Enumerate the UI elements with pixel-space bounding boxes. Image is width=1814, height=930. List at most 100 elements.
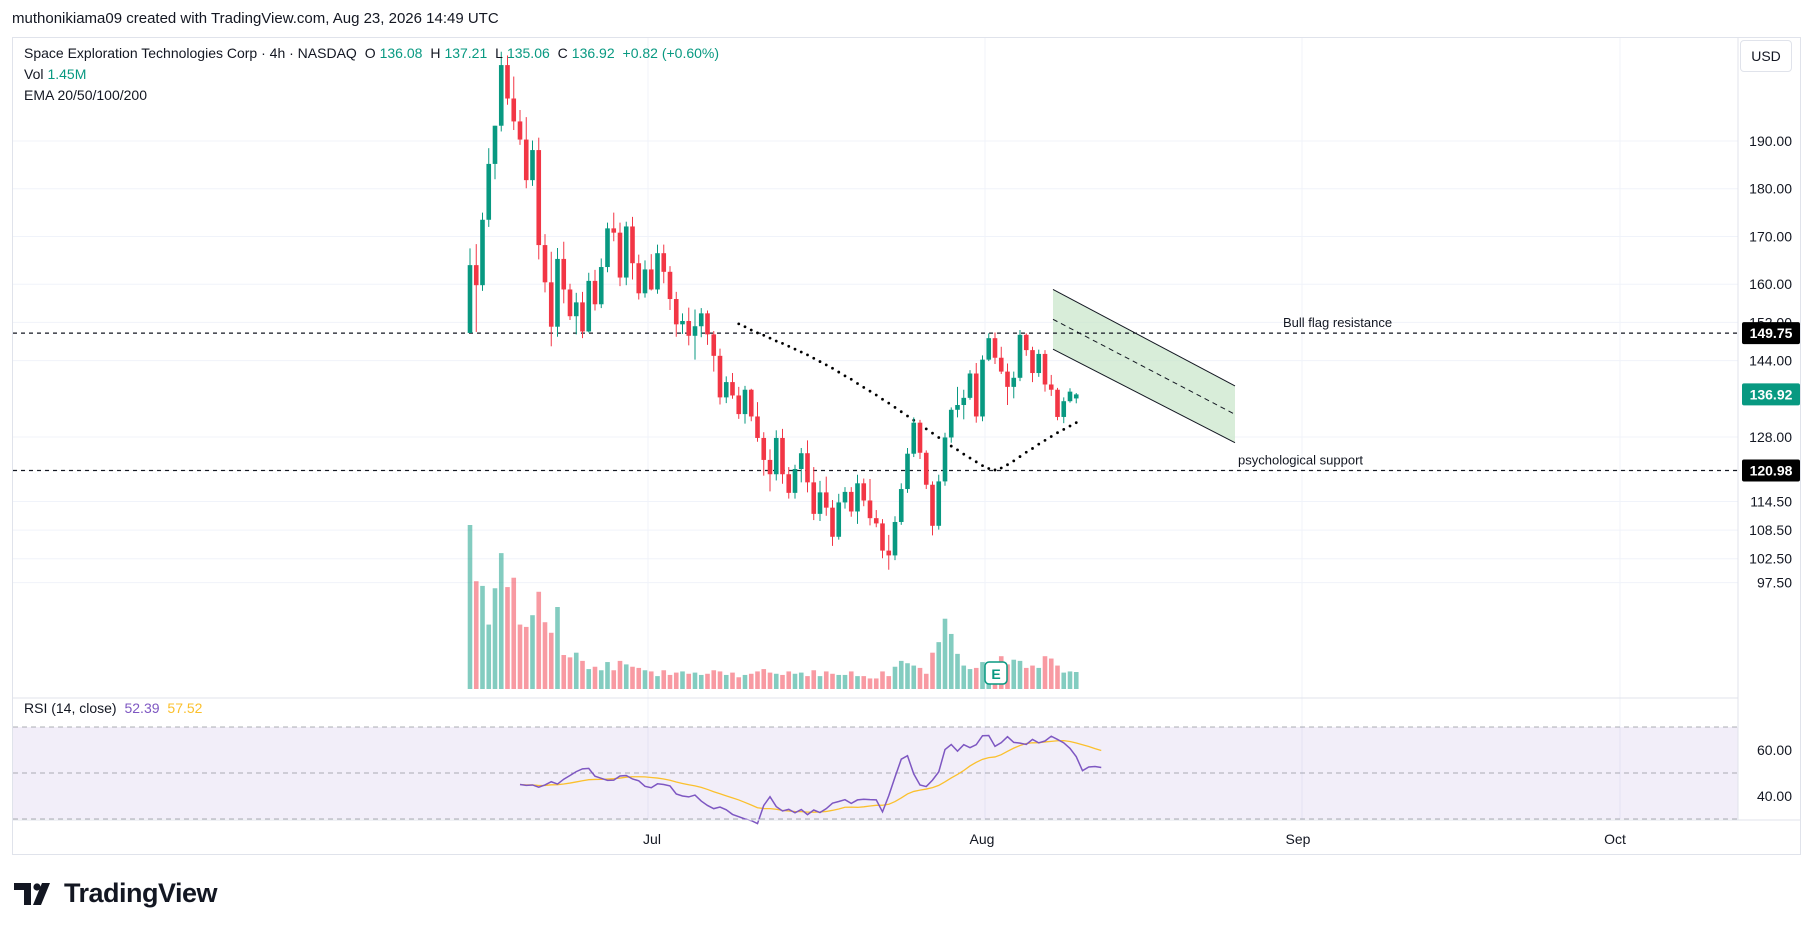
volume-legend[interactable]: Vol 1.45M [24, 66, 90, 82]
volume-bar [792, 673, 798, 689]
ema-point [981, 464, 984, 468]
candle-body [1073, 394, 1079, 399]
ema-point [774, 339, 778, 343]
candle-body [517, 121, 523, 140]
volume-bar [955, 653, 960, 689]
ema-point [818, 360, 822, 363]
candle-body [742, 389, 748, 415]
ema-point [993, 468, 997, 472]
ema-point [806, 353, 809, 357]
flag-lower-line [1052, 348, 1236, 444]
volume-bar [911, 665, 917, 689]
rsi-label: RSI (14, close) [24, 700, 117, 716]
candle-body [861, 483, 867, 501]
candle-body [867, 500, 873, 519]
rsi-tick-label: 40.00 [1757, 788, 1792, 804]
candle-body [505, 65, 510, 99]
volume-bar [798, 672, 804, 689]
currency-button[interactable]: USD [1740, 40, 1792, 72]
volume-bar [917, 667, 923, 689]
tradingview-brand[interactable]: TradingView [14, 878, 218, 909]
candle-body [761, 437, 767, 460]
volume-bar [892, 666, 898, 689]
candle-body [723, 382, 729, 398]
volume-bar [842, 674, 848, 689]
ema-point [831, 366, 834, 370]
candle-body [980, 359, 985, 417]
time-tick-label: Jul [643, 831, 661, 847]
ema-point [974, 460, 978, 464]
volume-bar [880, 671, 885, 689]
volume-bar [773, 673, 779, 689]
rsi-line [519, 734, 1102, 825]
ema-line [737, 322, 1078, 472]
volume-bars [467, 525, 1079, 689]
candle-body [880, 523, 885, 551]
volume-bar [980, 662, 985, 689]
ema-point [1056, 431, 1059, 435]
volume-bar [761, 669, 767, 689]
candle-body [1055, 389, 1060, 417]
price-label-box [1742, 322, 1800, 345]
candle-body [561, 258, 567, 290]
ema-legend[interactable]: EMA 20/50/100/200 [24, 87, 151, 103]
ema-point [787, 344, 791, 348]
candle-body [1017, 334, 1023, 378]
candle-body [623, 226, 629, 278]
horizontal-levels [13, 332, 1738, 472]
ema-point [1037, 442, 1041, 446]
volume-bar [498, 553, 504, 689]
volume-bar [686, 673, 692, 689]
ema-point [824, 363, 828, 367]
candle-body [811, 482, 817, 514]
candle-body [942, 437, 948, 482]
candle-body [661, 253, 667, 272]
symbol-legend: Space Exploration Technologies Corp · 4h… [24, 45, 723, 61]
candle-body [786, 474, 792, 493]
chart-canvas[interactable]: Bull flag resistance psychological suppor… [0, 0, 1814, 870]
volume-bar [742, 674, 748, 689]
candle-body [498, 65, 504, 126]
ema-point [999, 466, 1003, 470]
volume-bar [536, 591, 542, 689]
volume-bar [717, 671, 723, 689]
ema-point [856, 382, 859, 385]
high-value: 137.21 [444, 45, 488, 61]
volume-bar [898, 660, 904, 689]
volume-bar [655, 676, 660, 689]
volume-bar [1023, 667, 1029, 689]
rsi-legend[interactable]: RSI (14, close) 52.39 57.52 [24, 700, 206, 716]
candle-body [767, 459, 773, 475]
ema-point [1006, 463, 1009, 467]
ema-point [1062, 427, 1066, 431]
volume-bar [1073, 672, 1079, 689]
rsi-band [13, 727, 1738, 819]
price-tick-label: 114.50 [1750, 493, 1792, 509]
ema-point [793, 347, 797, 351]
candle-body [555, 258, 560, 327]
volume-bar [855, 676, 860, 689]
candle-body [792, 468, 798, 493]
volume-bar [630, 666, 635, 689]
annotation-label: Bull flag resistance [1283, 315, 1392, 330]
candle-body [930, 484, 935, 526]
volume-bar [786, 671, 792, 689]
ema-point [1018, 455, 1022, 458]
volume-value: 1.45M [47, 66, 87, 82]
symbol-title[interactable]: Space Exploration Technologies Corp · 4h… [24, 45, 357, 61]
candle-body [967, 373, 973, 398]
candle-body [605, 228, 610, 268]
candle-body [823, 492, 829, 508]
candle-body [873, 518, 879, 524]
time-axis: Jul Aug Sep Oct [13, 819, 1800, 847]
candle-body [636, 263, 642, 294]
candle-body [780, 437, 785, 475]
chart-frame[interactable] [12, 37, 1801, 855]
candle-body [855, 483, 860, 512]
bull-flag-channel [1052, 289, 1236, 444]
volume-bar [936, 642, 942, 689]
volume-bar [611, 670, 617, 689]
candle-body [730, 382, 735, 396]
price-label-box [1742, 459, 1800, 482]
ema-point [874, 393, 878, 397]
